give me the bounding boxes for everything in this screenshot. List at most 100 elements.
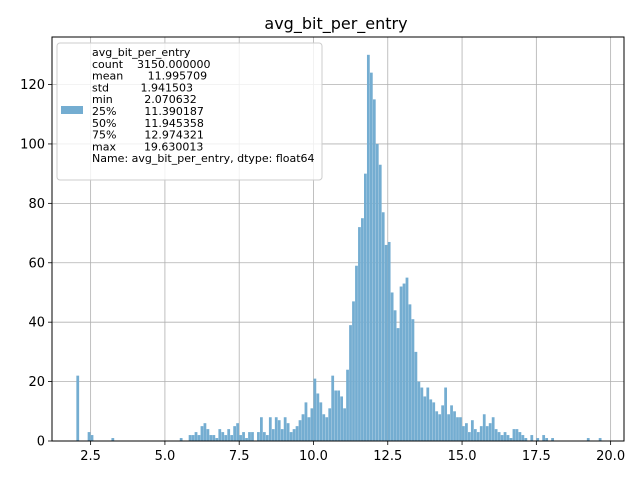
histogram-bar <box>551 438 554 441</box>
histogram-bar <box>598 438 602 441</box>
histogram-bar <box>479 426 483 441</box>
axes-frame <box>51 36 625 442</box>
histogram-bar <box>468 432 471 441</box>
histogram-bar <box>396 328 400 441</box>
histogram-bar <box>346 369 349 441</box>
histogram-bar <box>230 435 234 441</box>
histogram-bar <box>343 408 346 441</box>
histogram-bar <box>251 432 254 441</box>
histogram-bar <box>209 435 213 441</box>
histogram-bar <box>313 378 317 441</box>
histogram-bar <box>76 375 80 441</box>
histogram-bar <box>227 429 231 441</box>
histogram-bar <box>292 429 296 441</box>
histogram-bar <box>518 432 522 441</box>
histogram-bar <box>218 429 222 441</box>
legend-line: mean 11.995709 <box>92 70 207 83</box>
histogram-bar <box>390 292 394 441</box>
histogram-bar <box>233 426 237 441</box>
histogram-bar <box>257 432 260 441</box>
histogram-bar <box>331 375 335 441</box>
histogram-bar <box>194 432 198 441</box>
histogram-bar <box>482 414 486 441</box>
histogram-bar <box>322 414 326 441</box>
histogram-bar <box>417 381 421 441</box>
histogram-bar <box>221 432 225 441</box>
histogram-bar <box>470 420 474 441</box>
histogram-bar <box>337 390 341 441</box>
x-tick-label: 17.5 <box>522 449 551 464</box>
histogram-bar <box>453 411 456 441</box>
histogram-bar <box>248 432 251 441</box>
legend-line: max 19.630013 <box>92 140 203 153</box>
histogram-bar <box>530 435 534 441</box>
legend-swatch <box>61 106 83 114</box>
x-tick-label: 15.0 <box>448 449 477 464</box>
histogram-bar <box>429 399 433 441</box>
legend-line: avg_bit_per_entry <box>92 46 191 59</box>
histogram-bar <box>310 408 314 441</box>
histogram-bar <box>307 417 311 441</box>
histogram-bar <box>200 426 204 441</box>
histogram-bar <box>364 173 367 441</box>
histogram-bar <box>260 417 263 441</box>
histogram-bar <box>494 429 498 441</box>
histogram-bar <box>420 387 424 441</box>
histogram-bar <box>334 390 338 441</box>
histogram-bar <box>349 325 352 441</box>
histogram-bar <box>509 438 513 441</box>
histogram-bar <box>497 432 501 441</box>
histogram-bar <box>473 429 477 441</box>
y-tick-label: 20 <box>28 375 45 390</box>
legend-line: min 2.070632 <box>92 93 197 106</box>
histogram-bar <box>441 405 445 441</box>
histogram-bar <box>90 435 94 441</box>
histogram-bar <box>286 423 290 441</box>
histogram-bar <box>423 396 427 441</box>
histogram-bar <box>545 438 549 441</box>
x-tick-label: 20.0 <box>596 449 625 464</box>
histogram-bar <box>387 241 391 441</box>
y-tick-label: 120 <box>20 78 45 93</box>
histogram-bar <box>304 402 308 441</box>
histogram-bar <box>203 423 207 441</box>
histogram-bar <box>224 435 228 441</box>
histogram-bar <box>432 402 436 441</box>
y-axis-ticks: 0 20 40 60 80 100 120 <box>20 78 52 450</box>
histogram-bar <box>372 99 376 441</box>
histogram-bar <box>262 432 266 441</box>
histogram-bar <box>515 429 519 441</box>
histogram-bar <box>512 429 516 441</box>
histogram-bar <box>319 402 323 441</box>
histogram-bar <box>188 435 192 441</box>
histogram-bar <box>586 438 590 441</box>
histogram-bar <box>435 411 439 441</box>
histogram-bar <box>399 286 403 441</box>
histogram-bar <box>215 438 219 441</box>
histogram-bar <box>239 435 242 441</box>
legend-box <box>56 42 323 181</box>
histogram-bar <box>426 387 430 441</box>
histogram-bar <box>242 432 245 441</box>
histogram-bar <box>316 393 320 441</box>
histogram-bar <box>111 438 115 441</box>
histogram-bar <box>328 408 332 441</box>
histogram-bar <box>384 244 388 441</box>
y-tick-label: 0 <box>37 435 45 450</box>
histogram-bar <box>536 438 540 441</box>
histogram-bar <box>268 417 272 441</box>
histogram-bar <box>206 429 210 441</box>
histogram-bar <box>245 438 248 441</box>
histogram-bar <box>87 432 91 441</box>
histogram-bar <box>358 227 361 441</box>
histogram-bar <box>197 435 201 441</box>
histogram-bar <box>236 423 239 441</box>
histogram-bar <box>411 319 415 441</box>
histogram-bar <box>444 387 447 441</box>
histogram-bar <box>301 414 305 441</box>
histogram-bar <box>542 435 546 441</box>
histogram-bar <box>325 417 329 441</box>
histogram-bar <box>381 212 385 441</box>
